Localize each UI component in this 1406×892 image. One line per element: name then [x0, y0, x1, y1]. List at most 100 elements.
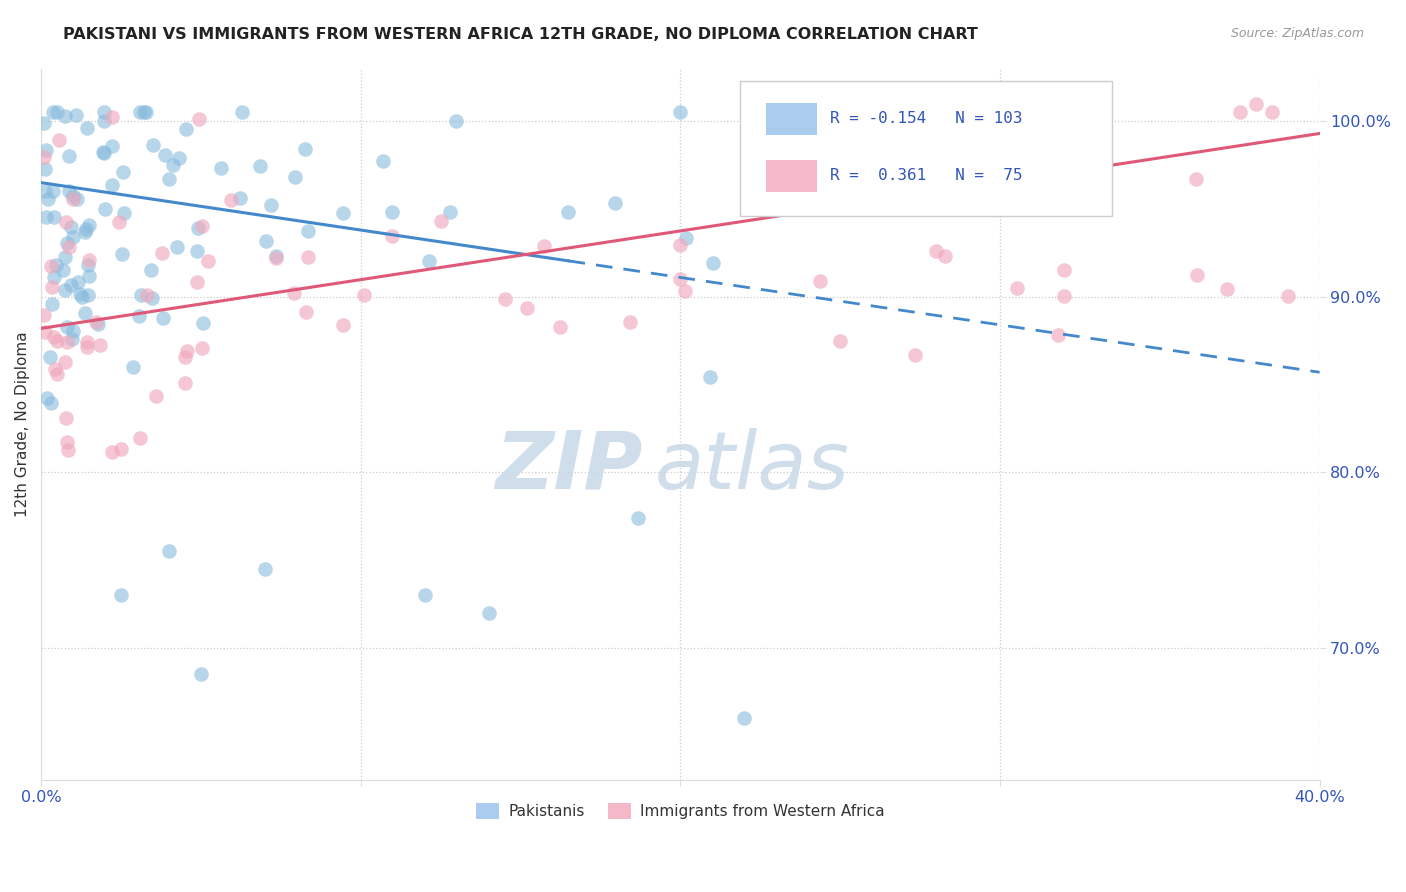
Point	[1045, 154, 1067, 169]
Point	[353, 288, 375, 302]
Point	[669, 238, 692, 252]
Point	[34, 325, 56, 339]
Point	[53, 109, 76, 123]
Point	[297, 250, 319, 264]
Point	[1052, 288, 1074, 302]
Point	[93, 113, 115, 128]
Point	[70, 290, 93, 304]
Point	[135, 105, 157, 120]
Point	[430, 214, 453, 228]
Point	[1216, 282, 1239, 296]
Point	[89, 338, 111, 352]
Point	[174, 376, 197, 391]
Point	[34, 116, 56, 130]
Point	[139, 262, 162, 277]
Point	[494, 292, 516, 306]
Point	[830, 334, 852, 348]
FancyBboxPatch shape	[741, 80, 1112, 217]
Point	[699, 370, 721, 384]
Point	[702, 256, 724, 270]
Point	[209, 161, 232, 175]
Point	[371, 153, 394, 168]
Point	[619, 315, 641, 329]
Point	[174, 121, 197, 136]
Point	[283, 286, 305, 301]
Point	[939, 187, 962, 202]
Point	[112, 165, 135, 179]
Point	[101, 138, 124, 153]
Point	[157, 171, 180, 186]
Point	[100, 444, 122, 458]
Point	[162, 158, 184, 172]
Point	[110, 442, 132, 457]
Point	[37, 192, 59, 206]
Point	[191, 219, 214, 233]
Point	[134, 105, 156, 120]
Point	[675, 231, 697, 245]
Point	[142, 137, 165, 152]
Point	[59, 278, 82, 293]
Point	[249, 159, 271, 173]
Point	[76, 334, 98, 349]
Point	[627, 511, 650, 525]
Y-axis label: 12th Grade, No Diploma: 12th Grade, No Diploma	[15, 331, 30, 516]
Point	[65, 108, 87, 122]
Point	[93, 145, 115, 159]
Point	[77, 258, 100, 272]
Point	[101, 178, 124, 193]
Point	[260, 198, 283, 212]
Point	[548, 320, 571, 334]
Point	[229, 190, 252, 204]
Point	[153, 148, 176, 162]
Point	[669, 272, 692, 286]
Point	[35, 144, 58, 158]
Point	[152, 311, 174, 326]
Point	[110, 588, 132, 602]
Point	[733, 711, 755, 725]
Text: atlas: atlas	[655, 428, 849, 506]
Point	[112, 206, 135, 220]
Point	[231, 105, 253, 120]
Text: PAKISTANI VS IMMIGRANTS FROM WESTERN AFRICA 12TH GRADE, NO DIPLOMA CORRELATION C: PAKISTANI VS IMMIGRANTS FROM WESTERN AFR…	[63, 27, 979, 42]
Point	[197, 253, 219, 268]
Point	[34, 185, 56, 199]
Point	[190, 667, 212, 681]
Point	[45, 367, 67, 381]
Point	[58, 239, 80, 253]
Point	[439, 205, 461, 219]
Text: ZIP: ZIP	[495, 428, 643, 506]
Point	[122, 360, 145, 375]
Point	[145, 389, 167, 403]
Point	[131, 288, 153, 302]
Point	[187, 112, 209, 126]
Point	[55, 355, 77, 369]
Point	[56, 235, 79, 250]
Point	[62, 192, 84, 206]
Point	[66, 192, 89, 206]
Point	[1229, 105, 1251, 120]
Point	[332, 206, 354, 220]
Point	[418, 254, 440, 268]
Point	[187, 220, 209, 235]
Point	[176, 343, 198, 358]
Point	[60, 332, 83, 346]
Point	[58, 184, 80, 198]
Point	[79, 268, 101, 283]
Point	[253, 562, 276, 576]
Point	[808, 273, 831, 287]
Point	[295, 305, 318, 319]
Point	[39, 259, 62, 273]
Point	[73, 306, 96, 320]
Point	[1185, 172, 1208, 186]
Point	[129, 105, 152, 120]
Point	[904, 349, 927, 363]
Point	[45, 334, 67, 349]
Legend: Pakistanis, Immigrants from Western Africa: Pakistanis, Immigrants from Western Afri…	[470, 797, 890, 825]
Point	[190, 341, 212, 355]
Point	[62, 189, 84, 203]
Point	[668, 105, 690, 120]
Point	[108, 215, 131, 229]
Point	[42, 184, 65, 198]
Point	[93, 105, 115, 120]
Point	[56, 442, 79, 457]
